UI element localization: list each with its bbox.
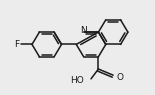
- Text: F: F: [14, 40, 19, 49]
- Text: N: N: [80, 26, 86, 35]
- Text: HO: HO: [71, 76, 84, 85]
- Text: O: O: [116, 72, 123, 82]
